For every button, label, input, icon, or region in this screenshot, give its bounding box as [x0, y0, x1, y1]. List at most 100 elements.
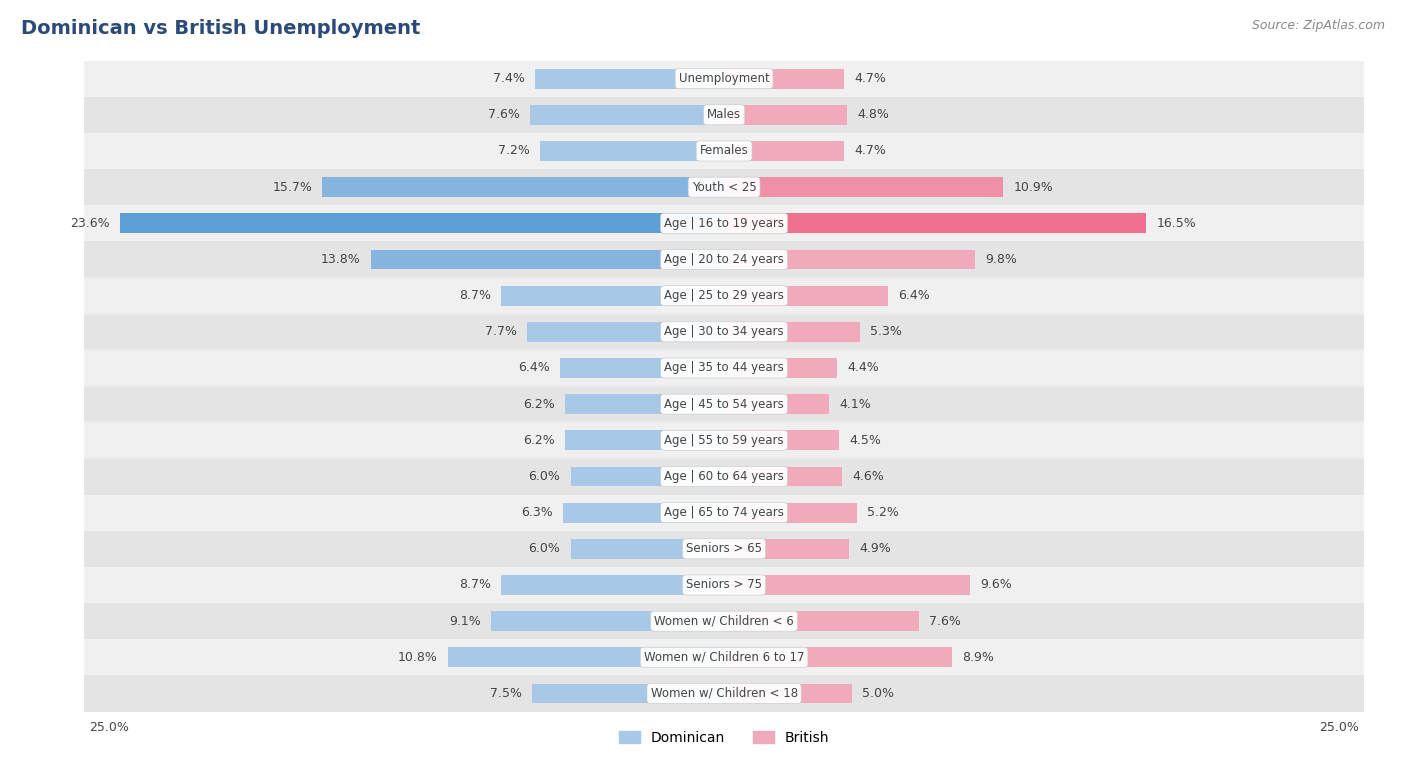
Bar — [724, 611, 918, 631]
Bar — [724, 684, 852, 703]
Bar — [724, 213, 1146, 233]
Text: Males: Males — [707, 108, 741, 121]
Text: 13.8%: 13.8% — [321, 253, 361, 266]
Bar — [322, 177, 724, 197]
Bar — [724, 358, 837, 378]
Text: 8.7%: 8.7% — [460, 289, 491, 302]
Text: 23.6%: 23.6% — [70, 217, 110, 230]
Text: Females: Females — [700, 145, 748, 157]
Bar — [724, 503, 858, 522]
Text: Seniors > 65: Seniors > 65 — [686, 542, 762, 556]
Text: 25.0%: 25.0% — [90, 721, 129, 734]
Text: 10.9%: 10.9% — [1014, 181, 1053, 194]
Bar — [84, 133, 1364, 169]
Bar — [724, 466, 842, 487]
Bar — [724, 647, 952, 667]
Text: 8.9%: 8.9% — [962, 651, 994, 664]
Bar — [84, 205, 1364, 241]
Bar — [724, 250, 974, 269]
Bar — [84, 567, 1364, 603]
Bar — [491, 611, 724, 631]
Text: 4.8%: 4.8% — [858, 108, 889, 121]
Text: Dominican vs British Unemployment: Dominican vs British Unemployment — [21, 19, 420, 38]
Text: 5.0%: 5.0% — [862, 687, 894, 700]
Bar — [84, 422, 1364, 459]
Text: 10.8%: 10.8% — [398, 651, 437, 664]
Bar — [724, 105, 846, 125]
Bar — [565, 431, 724, 450]
Bar — [562, 503, 724, 522]
Bar — [530, 105, 724, 125]
Text: 7.7%: 7.7% — [485, 326, 517, 338]
Text: 5.3%: 5.3% — [870, 326, 901, 338]
Text: 15.7%: 15.7% — [273, 181, 312, 194]
Legend: Dominican, British: Dominican, British — [613, 725, 835, 750]
Bar — [724, 575, 970, 595]
Bar — [447, 647, 724, 667]
Bar — [571, 466, 724, 487]
Bar — [84, 639, 1364, 675]
Bar — [724, 285, 887, 306]
Text: 6.2%: 6.2% — [523, 397, 555, 410]
Text: Age | 35 to 44 years: Age | 35 to 44 years — [664, 362, 785, 375]
Bar — [724, 431, 839, 450]
Bar — [724, 69, 845, 89]
Bar — [561, 358, 724, 378]
Bar — [540, 141, 724, 161]
Bar — [502, 575, 724, 595]
Text: 4.7%: 4.7% — [855, 72, 886, 85]
Text: 7.4%: 7.4% — [492, 72, 524, 85]
Text: 6.3%: 6.3% — [520, 506, 553, 519]
Text: 8.7%: 8.7% — [460, 578, 491, 591]
Text: 7.6%: 7.6% — [929, 615, 960, 628]
Bar — [565, 394, 724, 414]
Bar — [84, 675, 1364, 712]
Bar — [84, 494, 1364, 531]
Bar — [534, 69, 724, 89]
Text: 4.7%: 4.7% — [855, 145, 886, 157]
Text: 6.0%: 6.0% — [529, 542, 561, 556]
Text: 9.8%: 9.8% — [986, 253, 1017, 266]
Bar — [84, 169, 1364, 205]
Text: Source: ZipAtlas.com: Source: ZipAtlas.com — [1251, 19, 1385, 32]
Text: 16.5%: 16.5% — [1157, 217, 1197, 230]
Text: Seniors > 75: Seniors > 75 — [686, 578, 762, 591]
Bar — [84, 313, 1364, 350]
Text: 4.5%: 4.5% — [849, 434, 882, 447]
Text: 6.0%: 6.0% — [529, 470, 561, 483]
Bar — [84, 278, 1364, 313]
Text: 25.0%: 25.0% — [1319, 721, 1358, 734]
Text: 9.1%: 9.1% — [450, 615, 481, 628]
Text: 6.4%: 6.4% — [898, 289, 929, 302]
Text: Age | 20 to 24 years: Age | 20 to 24 years — [664, 253, 785, 266]
Bar — [84, 603, 1364, 639]
Text: Age | 60 to 64 years: Age | 60 to 64 years — [664, 470, 785, 483]
Text: Age | 16 to 19 years: Age | 16 to 19 years — [664, 217, 785, 230]
Bar — [84, 531, 1364, 567]
Bar — [84, 350, 1364, 386]
Bar — [724, 394, 830, 414]
Text: Age | 65 to 74 years: Age | 65 to 74 years — [664, 506, 785, 519]
Text: 4.4%: 4.4% — [846, 362, 879, 375]
Bar — [571, 539, 724, 559]
Text: Unemployment: Unemployment — [679, 72, 769, 85]
Bar — [533, 684, 724, 703]
Text: Women w/ Children < 18: Women w/ Children < 18 — [651, 687, 797, 700]
Text: Age | 30 to 34 years: Age | 30 to 34 years — [664, 326, 785, 338]
Text: 7.5%: 7.5% — [489, 687, 522, 700]
Bar — [84, 386, 1364, 422]
Bar — [502, 285, 724, 306]
Text: 9.6%: 9.6% — [980, 578, 1012, 591]
Text: Age | 45 to 54 years: Age | 45 to 54 years — [664, 397, 785, 410]
Text: Age | 55 to 59 years: Age | 55 to 59 years — [664, 434, 785, 447]
Bar — [120, 213, 724, 233]
Bar — [724, 177, 1002, 197]
Bar — [84, 459, 1364, 494]
Text: Women w/ Children < 6: Women w/ Children < 6 — [654, 615, 794, 628]
Bar — [527, 322, 724, 341]
Bar — [84, 241, 1364, 278]
Text: Age | 25 to 29 years: Age | 25 to 29 years — [664, 289, 785, 302]
Bar — [724, 322, 859, 341]
Bar — [84, 61, 1364, 97]
Text: Women w/ Children 6 to 17: Women w/ Children 6 to 17 — [644, 651, 804, 664]
